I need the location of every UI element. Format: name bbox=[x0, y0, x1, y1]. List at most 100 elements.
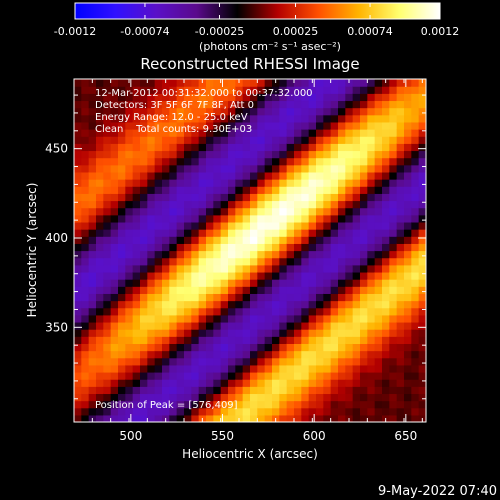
heatmap-cell bbox=[184, 86, 192, 94]
heatmap-cell bbox=[345, 129, 354, 137]
heatmap-cell bbox=[308, 229, 317, 237]
heatmap-cell bbox=[360, 129, 368, 137]
heatmap-cell bbox=[367, 371, 376, 380]
heatmap-cell bbox=[257, 264, 266, 273]
heatmap-cell bbox=[352, 314, 361, 323]
heatmap-cell bbox=[242, 386, 251, 395]
heatmap-cell bbox=[352, 129, 361, 137]
heatmap-cell bbox=[206, 379, 214, 387]
heatmap-cell bbox=[338, 207, 346, 216]
heatmap-cell bbox=[125, 193, 134, 202]
heatmap-cell bbox=[74, 164, 82, 173]
heatmap-cell bbox=[411, 400, 420, 409]
heatmap-cell bbox=[118, 386, 126, 395]
heatmap-cell bbox=[352, 250, 361, 259]
heatmap-cell bbox=[206, 264, 214, 273]
heatmap-cell bbox=[176, 86, 185, 94]
heatmap-cell bbox=[74, 193, 82, 202]
heatmap-cell bbox=[308, 129, 317, 137]
heatmap-cell bbox=[345, 107, 354, 116]
heatmap-cell bbox=[301, 93, 310, 102]
heatmap-cell bbox=[382, 236, 390, 244]
heatmap-cell bbox=[367, 243, 376, 252]
heatmap-cell bbox=[264, 364, 273, 373]
heatmap-cell bbox=[316, 179, 324, 187]
heatmap-cell bbox=[396, 107, 405, 116]
heatmap-cell bbox=[286, 350, 295, 359]
heatmap-cell bbox=[374, 121, 383, 130]
heatmap-cell bbox=[74, 200, 82, 209]
heatmap-cell bbox=[147, 79, 156, 87]
heatmap-cell bbox=[301, 279, 310, 287]
heatmap-cell bbox=[140, 129, 148, 137]
heatmap-cell bbox=[338, 264, 346, 273]
heatmap-cell bbox=[169, 357, 178, 366]
heatmap-cell bbox=[382, 364, 390, 373]
heatmap-cell bbox=[323, 257, 332, 266]
heatmap-cell bbox=[389, 150, 398, 159]
heatmap-cell bbox=[360, 314, 368, 323]
heatmap-cell bbox=[169, 300, 178, 309]
heatmap-cell bbox=[140, 186, 148, 194]
heatmap-cell bbox=[162, 407, 170, 416]
heatmap-cell bbox=[411, 93, 420, 102]
heatmap-cell bbox=[286, 93, 295, 102]
heatmap-cell bbox=[345, 329, 354, 337]
heatmap-cell bbox=[382, 314, 390, 323]
heatmap-cell bbox=[154, 243, 163, 252]
heatmap-cell bbox=[301, 407, 310, 416]
heatmap-cell bbox=[367, 407, 376, 416]
heatmap-cell bbox=[220, 114, 229, 123]
heatmap-cell bbox=[118, 414, 126, 422]
heatmap-cell bbox=[162, 379, 170, 387]
heatmap-cell bbox=[118, 200, 126, 209]
heatmap-cell bbox=[162, 336, 170, 344]
heatmap-cell bbox=[140, 229, 148, 237]
heatmap-cell bbox=[228, 121, 236, 130]
heatmap-cell bbox=[272, 386, 280, 395]
heatmap-cell bbox=[228, 350, 236, 359]
heatmap-cell bbox=[374, 157, 383, 166]
heatmap-cell bbox=[81, 379, 90, 387]
heatmap-cell bbox=[330, 257, 339, 266]
heatmap-cell bbox=[154, 400, 163, 409]
heatmap-cell bbox=[81, 250, 90, 259]
heatmap-cell bbox=[257, 314, 266, 323]
heatmap-cell bbox=[96, 171, 104, 180]
heatmap-cell bbox=[147, 257, 156, 266]
heatmap-cell bbox=[389, 286, 398, 294]
heatmap-cell bbox=[404, 379, 412, 387]
heatmap-cell bbox=[352, 350, 361, 359]
heatmap-cell bbox=[110, 400, 119, 409]
heatmap-cell bbox=[206, 343, 214, 352]
heatmap-cell bbox=[140, 271, 148, 280]
heatmap-cell bbox=[323, 407, 332, 416]
heatmap-cell bbox=[162, 386, 170, 395]
heatmap-cell bbox=[140, 136, 148, 144]
heatmap-cell bbox=[279, 293, 288, 302]
heatmap-cell bbox=[147, 236, 156, 244]
heatmap-cell bbox=[242, 157, 251, 166]
heatmap-cell bbox=[169, 336, 178, 344]
heatmap-cell bbox=[162, 143, 170, 152]
heatmap-cell bbox=[74, 371, 82, 380]
heatmap-cell bbox=[184, 386, 192, 395]
heatmap-cell bbox=[228, 164, 236, 173]
heatmap-cell bbox=[396, 136, 405, 144]
heatmap-cell bbox=[374, 243, 383, 252]
heatmap-cell bbox=[191, 364, 200, 373]
heatmap-cell bbox=[191, 350, 200, 359]
heatmap-cell bbox=[316, 207, 324, 216]
heatmap-cell bbox=[352, 236, 361, 244]
heatmap-cell bbox=[81, 400, 90, 409]
heatmap-cell bbox=[140, 164, 148, 173]
heatmap-cell bbox=[184, 271, 192, 280]
heatmap-cell bbox=[352, 293, 361, 302]
heatmap-cell bbox=[206, 243, 214, 252]
heatmap-cell bbox=[220, 386, 229, 395]
heatmap-cell bbox=[360, 371, 368, 380]
heatmap-cell bbox=[308, 221, 317, 230]
heatmap-cell bbox=[191, 293, 200, 302]
heatmap-cell bbox=[198, 350, 207, 359]
heatmap-cell bbox=[198, 279, 207, 287]
